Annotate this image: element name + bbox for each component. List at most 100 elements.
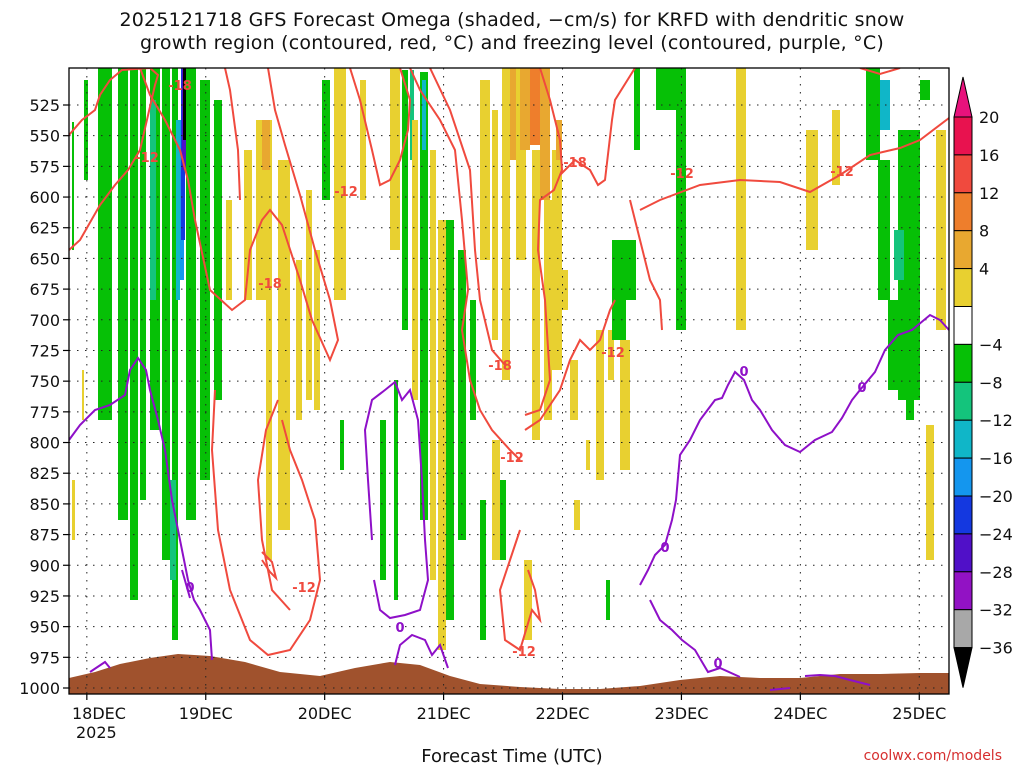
dendritic-contour — [859, 68, 901, 76]
omega-shade-cell — [544, 200, 552, 420]
y-tick-label: 750 — [29, 372, 60, 391]
contours — [69, 68, 949, 691]
y-tick-label: 550 — [29, 127, 60, 146]
dendritic-contour — [139, 68, 340, 363]
dendritic-contour — [224, 68, 241, 201]
credit-text: coolwx.com/models — [863, 748, 1002, 764]
colorbar-box — [953, 230, 973, 270]
omega-shade-cell — [130, 68, 138, 600]
omega-shade-cell — [530, 68, 540, 145]
colorbar-label: −24 — [979, 525, 1013, 544]
omega-shade-cell — [458, 250, 466, 540]
dendritic-contour-label: -12 — [670, 167, 694, 182]
omega-shading — [72, 68, 946, 650]
omega-shade-cell — [620, 340, 630, 470]
omega-shade-cell — [340, 420, 344, 470]
omega-shade-cell — [936, 130, 946, 330]
freezing-level-contour — [804, 673, 871, 686]
dendritic-contour — [524, 299, 616, 431]
omega-shade-cell — [412, 120, 418, 400]
dendritic-contour-label: -18 — [168, 79, 192, 94]
omega-shade-cell — [438, 220, 446, 650]
omega-shade-cell — [334, 68, 346, 300]
omega-shade-cell — [183, 68, 186, 140]
omega-shade-cell — [574, 500, 580, 530]
omega-shade-cell — [278, 160, 290, 530]
omega-shade-cell — [612, 240, 626, 340]
colorbar-box — [953, 533, 973, 573]
y-tick-label: 600 — [29, 188, 60, 207]
y-tick-label: 725 — [29, 341, 60, 360]
dendritic-contour — [498, 529, 542, 652]
omega-shade-cell — [118, 68, 128, 520]
freezing-level-contour — [69, 356, 213, 661]
omega-shade-cell — [634, 68, 640, 150]
colorbar-box — [953, 609, 973, 649]
omega-shade-cell — [84, 80, 88, 180]
omega-shade-cell — [170, 480, 176, 580]
colorbar-label: 8 — [979, 222, 989, 241]
dendritic-contour — [349, 68, 412, 187]
omega-shade-cell — [480, 500, 486, 640]
omega-shade-cell — [878, 160, 890, 300]
colorbar-label: 4 — [979, 260, 989, 279]
colorbar-label: −12 — [979, 411, 1013, 430]
omega-shade-cell — [296, 260, 302, 420]
colorbar-box — [953, 381, 973, 421]
omega-shade-cell — [200, 80, 210, 480]
terrain — [69, 654, 949, 694]
dendritic-contour — [429, 68, 506, 366]
dendritic-contour-label: -12 — [500, 451, 524, 466]
omega-shade-cell — [586, 440, 590, 470]
contour-labels: -18 -12 -12 -18 -18 -18 -12 -12 -12 -12 -12 -12 0 0 0 0… — [135, 79, 866, 672]
freezing-level-contour — [394, 633, 449, 669]
dendritic-contour-label: -12 — [135, 151, 159, 166]
dendritic-contour — [210, 389, 322, 657]
colorbar-label: 16 — [979, 146, 999, 165]
dendritic-contour-label: -12 — [512, 645, 536, 660]
omega-shade-cell — [532, 150, 540, 440]
omega-shade-cell — [676, 68, 686, 330]
dendritic-contour — [559, 68, 636, 187]
omega-shade-cell — [72, 480, 75, 540]
x-tick-label: 21DEC — [417, 704, 471, 723]
omega-shade-cell — [360, 80, 366, 200]
omega-shade-cell — [394, 380, 398, 600]
colorbar-label: −32 — [979, 601, 1013, 620]
omega-shade-cell — [410, 70, 414, 160]
freezing-level-contour — [639, 313, 949, 586]
omega-shade-cell — [510, 68, 518, 160]
omega-shade-cell — [186, 68, 196, 520]
omega-shade-cell — [402, 70, 408, 330]
omega-shade-cell — [420, 72, 428, 520]
x-tick-label: 24DEC — [773, 704, 827, 723]
omega-shade-cell — [380, 420, 386, 580]
omega-shade-cell — [906, 390, 914, 420]
freezing-contour-label: 0 — [713, 657, 722, 672]
colorbar-box — [953, 419, 973, 459]
dendritic-contour — [256, 399, 291, 611]
plot-area — [69, 68, 949, 694]
dendritic-contour-label: -18 — [488, 359, 512, 374]
omega-shade-cell — [422, 80, 426, 150]
y-tick-label: 950 — [29, 618, 60, 637]
omega-shade-cell — [244, 150, 252, 300]
omega-shade-cell — [82, 370, 84, 420]
omega-shade-cell — [226, 200, 232, 300]
omega-shade-cell — [516, 68, 526, 260]
y-tick-label: 625 — [29, 219, 60, 238]
y-tick-label: 875 — [29, 526, 60, 545]
y-axis: 525 550 575 600 625 650 675 700 725 750 775 800 825 8… — [19, 96, 69, 698]
y-tick-label: 775 — [29, 403, 60, 422]
omega-shade-cell — [570, 360, 578, 420]
omega-shade-cell — [266, 120, 272, 560]
dendritic-contour-label: -12 — [601, 346, 625, 361]
y-tick-label: 850 — [29, 495, 60, 514]
omega-shade-cell — [524, 560, 532, 640]
omega-shade-cell — [926, 425, 934, 560]
omega-shade-cell — [72, 122, 74, 250]
omega-shade-cell — [480, 80, 490, 260]
dendritic-contour-label: -12 — [292, 581, 316, 596]
omega-shade-cell — [502, 68, 510, 380]
y-tick-label: 675 — [29, 280, 60, 299]
